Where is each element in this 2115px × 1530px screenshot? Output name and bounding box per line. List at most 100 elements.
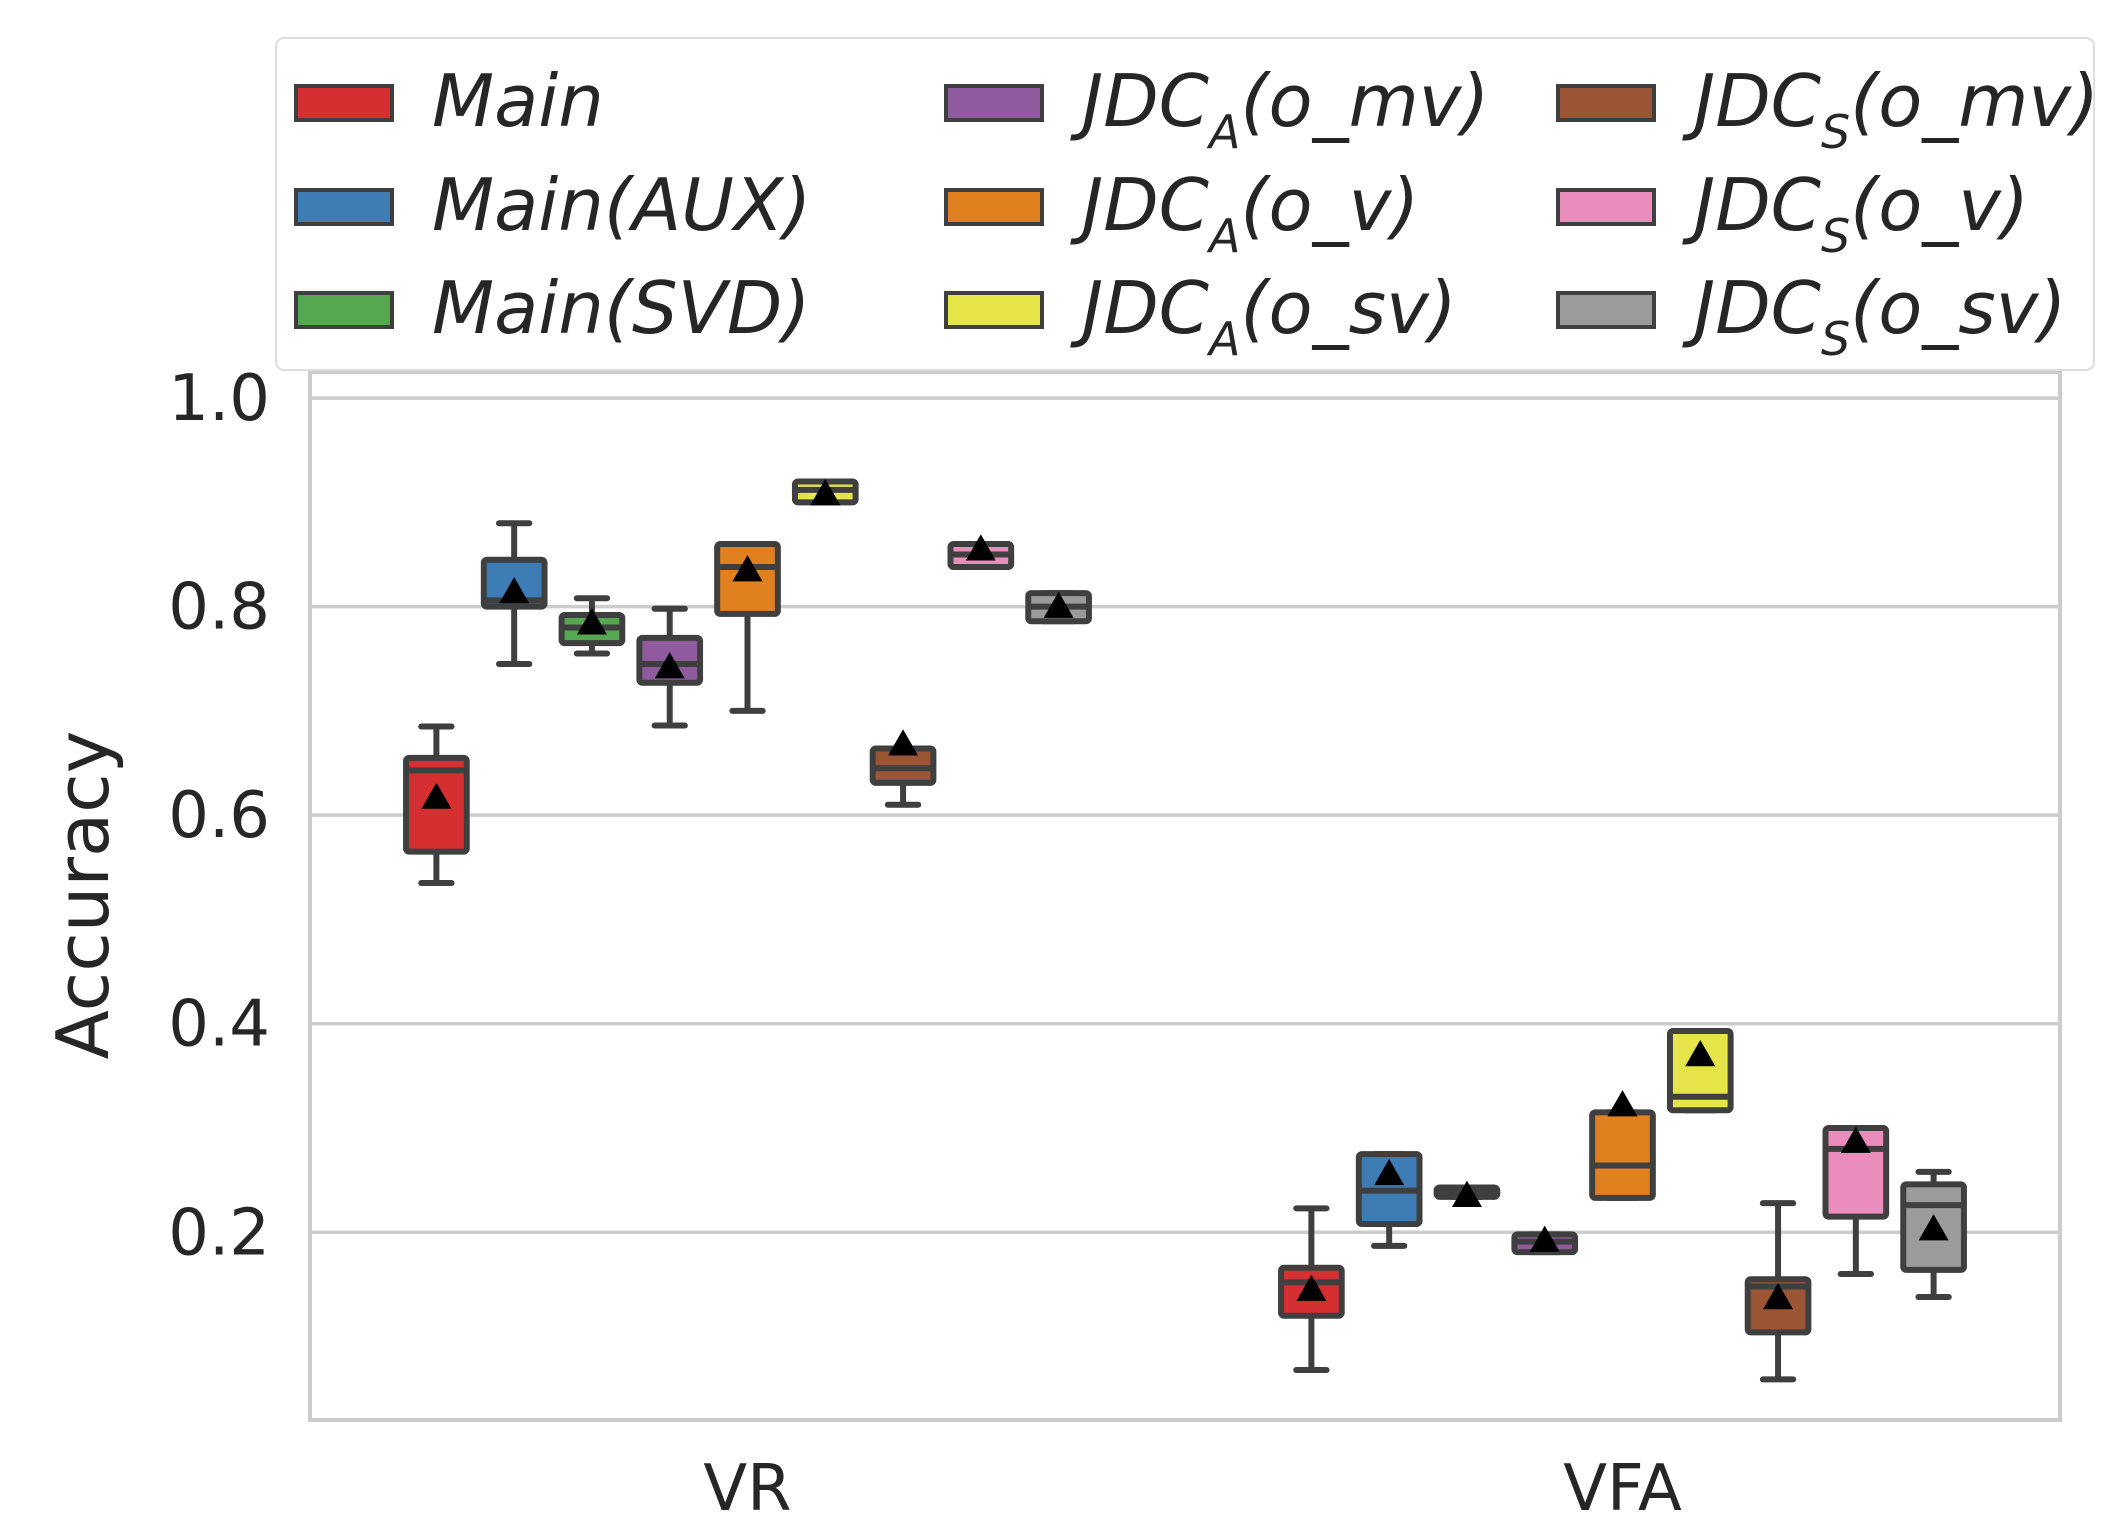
- legend-item: JDCA(o_v): [944, 163, 1419, 263]
- mean-marker: [654, 652, 685, 679]
- legend-label-main: JDC: [1070, 163, 1210, 247]
- legend-item: Main(AUX): [294, 163, 811, 247]
- box-Main-VFA: [1278, 1205, 1345, 1373]
- mean-marker: [1607, 1090, 1638, 1117]
- mean-marker: [1685, 1040, 1716, 1067]
- legend: MainMain(AUX)Main(SVD)JDCA(o_mv)JDCA(o_v…: [275, 37, 2099, 371]
- box-Main-VR: [403, 723, 470, 886]
- legend-swatch: [1556, 291, 1656, 329]
- legend-label-subscript: A: [1206, 312, 1240, 366]
- legend-label: JDCA(o_mv): [1070, 59, 1489, 159]
- legend-label-args: (o_sv): [1240, 266, 1456, 350]
- box-Main(AUX)-VR: [480, 520, 548, 667]
- legend-item: JDCS(o_v): [1556, 163, 2029, 263]
- legend-label-main: JDC: [1682, 163, 1822, 247]
- legend-item: JDCA(o_sv): [944, 266, 1457, 366]
- mean-marker: [965, 534, 996, 561]
- legend-item: Main(SVD): [294, 266, 810, 350]
- legend-label-main: Main(SVD): [432, 266, 810, 350]
- box-Main(SVD)-VR: [558, 595, 626, 657]
- mean-marker: [1296, 1274, 1327, 1301]
- legend-label-main: JDC: [1070, 266, 1210, 350]
- box-JDC_A(o_v)-VR: [714, 541, 781, 714]
- box-JDC_S(o_v)-VFA: [1822, 1125, 1890, 1278]
- mean-marker: [1918, 1214, 1949, 1241]
- box-JDC_A(o_sv)-VFA: [1666, 1028, 1734, 1114]
- box-iqr: [1666, 1028, 1734, 1114]
- legend-label: JDCS(o_v): [1682, 163, 2029, 263]
- legend-swatch: [944, 188, 1044, 226]
- mean-marker: [1451, 1180, 1482, 1208]
- legend-label-args: (o_v): [1850, 163, 2029, 247]
- mean-marker: [1840, 1126, 1871, 1153]
- legend-label: JDCS(o_mv): [1682, 59, 2099, 159]
- plot-frame: [308, 370, 2062, 1422]
- y-tick-label: 0.2: [168, 1196, 270, 1270]
- y-tick-label: 0.4: [168, 988, 270, 1062]
- legend-item: Main: [294, 59, 604, 143]
- legend-swatch: [944, 291, 1044, 329]
- box-JDC_S(o_sv)-VR: [1025, 590, 1092, 625]
- box-JDC_A(o_v)-VFA: [1589, 1090, 1656, 1201]
- legend-label-args: (o_mv): [1850, 59, 2099, 143]
- x-tick-labels: VR VFA: [703, 1452, 1682, 1526]
- legend-swatch: [294, 84, 394, 122]
- mean-marker: [1763, 1282, 1794, 1310]
- box-JDC_S(o_v)-VR: [947, 534, 1015, 571]
- legend-item: JDCS(o_sv): [1556, 266, 2067, 366]
- mean-marker: [499, 577, 530, 604]
- legend-label: Main(SVD): [432, 266, 810, 350]
- legend-label: JDCA(o_sv): [1070, 266, 1457, 366]
- y-tick-label: 0.8: [168, 571, 270, 645]
- legend-label-subscript: S: [1821, 209, 1850, 263]
- legend-label-main: JDC: [1070, 59, 1210, 143]
- mean-marker: [1374, 1158, 1405, 1186]
- box-JDC_S(o_sv)-VFA: [1900, 1168, 1967, 1300]
- legend-label-args: (o_mv): [1240, 59, 1489, 143]
- box-JDC_A(o_mv)-VFA: [1511, 1225, 1579, 1256]
- mean-marker: [810, 479, 841, 506]
- box-Main(AUX)-VFA: [1355, 1151, 1423, 1249]
- legend-swatch: [294, 188, 394, 226]
- x-tick-label: VR: [703, 1452, 791, 1526]
- box-Main(SVD)-VFA: [1433, 1180, 1501, 1208]
- y-tick-label: 0.6: [168, 779, 270, 853]
- grid-lines: [310, 396, 2060, 1235]
- x-tick-label: VFA: [1563, 1452, 1682, 1526]
- legend-label-main: Main(AUX): [432, 163, 811, 247]
- y-tick-label: 1.0: [168, 362, 270, 436]
- box-JDC_S(o_mv)-VR: [869, 729, 937, 808]
- mean-marker: [421, 782, 452, 809]
- legend-label-subscript: S: [1821, 312, 1850, 366]
- box-iqr: [1589, 1109, 1656, 1201]
- legend-label-subscript: A: [1206, 209, 1240, 263]
- box-JDC_A(o_sv)-VR: [791, 478, 859, 506]
- mean-marker: [576, 608, 607, 635]
- legend-label: JDCA(o_v): [1070, 163, 1419, 263]
- mean-marker: [888, 729, 919, 756]
- legend-swatch: [294, 291, 394, 329]
- box-groups: [403, 478, 1967, 1383]
- legend-swatch: [944, 84, 1044, 122]
- legend-swatch: [1556, 84, 1656, 122]
- legend-label-main: JDC: [1682, 59, 1822, 143]
- mean-marker: [732, 555, 763, 582]
- legend-label-args: (o_v): [1240, 163, 1419, 247]
- legend-item: JDCS(o_mv): [1556, 59, 2099, 159]
- legend-label-main: Main: [432, 59, 604, 143]
- legend-label: JDCS(o_sv): [1682, 266, 2067, 366]
- legend-label-main: JDC: [1682, 266, 1822, 350]
- legend-label: Main: [432, 59, 604, 143]
- legend-label: Main(AUX): [432, 163, 811, 247]
- box-JDC_A(o_mv)-VR: [636, 605, 704, 729]
- box-JDC_S(o_mv)-VFA: [1744, 1200, 1812, 1383]
- mean-marker: [1043, 591, 1074, 618]
- legend-label-subscript: A: [1206, 105, 1240, 159]
- mean-marker: [1529, 1225, 1560, 1252]
- y-tick-labels: 0.2 0.4 0.6 0.8 1.0: [168, 362, 270, 1270]
- legend-item: JDCA(o_mv): [944, 59, 1489, 159]
- legend-swatch: [1556, 188, 1656, 226]
- legend-label-args: (o_sv): [1850, 266, 2066, 350]
- legend-label-subscript: S: [1821, 105, 1850, 159]
